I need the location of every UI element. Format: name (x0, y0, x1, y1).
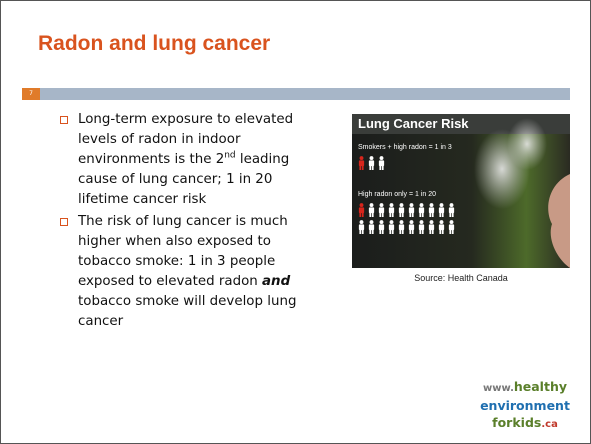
superscript: nd (224, 150, 236, 161)
risk-image: Lung Cancer Risk Smokers + high radon = … (352, 114, 570, 268)
image-title: Lung Cancer Risk (358, 116, 469, 131)
bullet-text: The risk of lung cancer is much higher w… (78, 214, 288, 289)
bullet: The risk of lung cancer is much higher w… (58, 212, 308, 332)
image-caption: Source: Health Canada (414, 273, 508, 283)
bullet: Long-term exposure to elevated levels of… (58, 110, 308, 210)
face (548, 174, 570, 268)
logo-text: .ca (541, 419, 558, 430)
image-label: Smokers + high radon = 1 in 3 (358, 144, 452, 151)
logo-text: forkids (492, 415, 542, 430)
logo-text: environment (480, 398, 570, 413)
bullet-text: tobacco smoke will develop lung cancer (78, 294, 297, 329)
bullet-text: leading cause of lung cancer; 1 in 20 li… (78, 152, 290, 207)
slide-title: Radon and lung cancer (38, 32, 271, 55)
emphasis: and (262, 274, 291, 289)
image-label: High radon only = 1 in 20 (358, 191, 436, 198)
logo-text: www. (483, 383, 514, 394)
logo-text: healthy (513, 379, 567, 394)
slide-number: 7 (22, 88, 40, 100)
logo: www.healthy environment forkids.ca (470, 378, 580, 433)
bullet-text: Long-term exposure to elevated levels of… (78, 112, 294, 167)
header-bar (40, 88, 570, 100)
